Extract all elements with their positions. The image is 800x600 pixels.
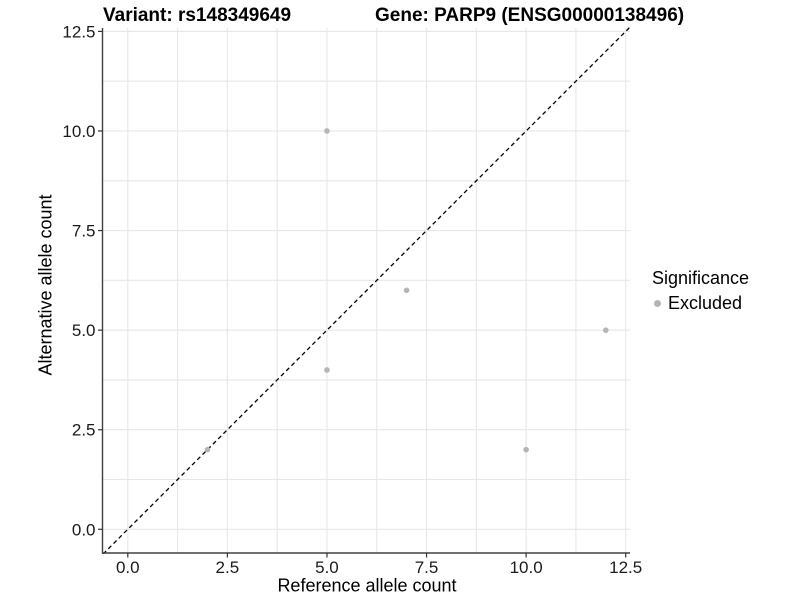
- legend-item-excluded: Excluded: [654, 293, 749, 314]
- excluded-point-icon: [654, 300, 661, 307]
- variant-title: Variant: rs148349649: [103, 5, 292, 26]
- legend-item-label: Excluded: [668, 293, 743, 313]
- data-point: [324, 128, 330, 134]
- y-tick-label: 7.5: [72, 222, 96, 241]
- y-axis-title: Alternative allele count: [35, 194, 56, 376]
- y-tick-label: 0.0: [72, 520, 96, 539]
- data-point: [324, 367, 330, 373]
- identity-line: [102, 27, 631, 554]
- y-tick-label: 2.5: [72, 421, 96, 440]
- x-tick-label: 5.0: [315, 558, 339, 577]
- x-tick-label: 0.0: [116, 558, 140, 577]
- legend: Significance Excluded: [650, 268, 749, 314]
- gene-title: Gene: PARP9 (ENSG00000138496): [375, 5, 685, 26]
- x-axis-title: Reference allele count: [277, 575, 457, 596]
- legend-title: Significance: [652, 268, 750, 288]
- data-point: [523, 446, 529, 453]
- data-point: [403, 287, 410, 294]
- y-tick-label: 5.0: [72, 321, 96, 340]
- y-tick-label: 10.0: [62, 122, 95, 141]
- data-point: [204, 446, 211, 453]
- y-tick-label: 12.5: [62, 22, 95, 41]
- x-tick-label: 12.5: [609, 558, 642, 577]
- data-point: [602, 327, 609, 333]
- x-tick-label: 2.5: [216, 558, 240, 577]
- x-tick-label: 10.0: [510, 558, 543, 577]
- x-tick-label: 7.5: [415, 558, 439, 577]
